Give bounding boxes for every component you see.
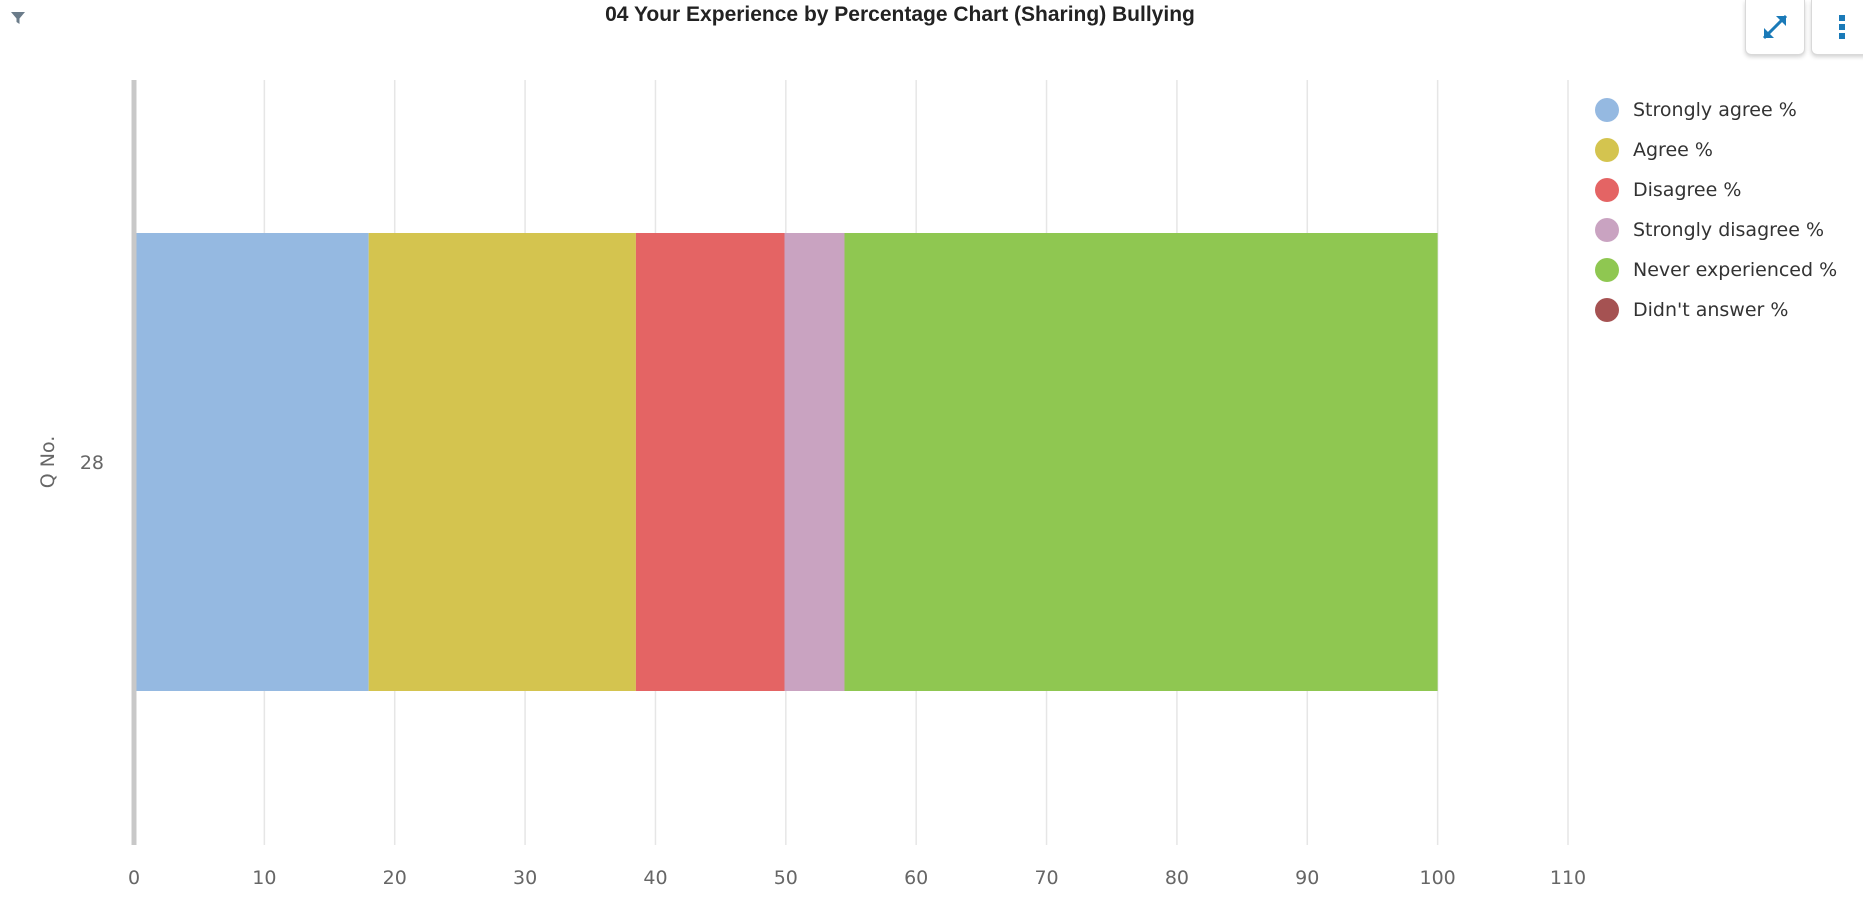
legend-marker [1595,258,1619,282]
y-category-label: 28 [80,452,104,474]
x-tick-label: 30 [513,867,537,889]
x-tick-label: 90 [1295,867,1319,889]
legend-item[interactable]: Never experienced % [1595,250,1837,290]
chart-title: 04 Your Experience by Percentage Chart (… [605,3,1195,26]
bar-segment[interactable] [635,233,785,691]
legend-marker [1595,218,1619,242]
legend-item[interactable]: Agree % [1595,130,1837,170]
legend-item[interactable]: Strongly disagree % [1595,210,1837,250]
expand-button[interactable] [1745,0,1805,55]
legend-label: Didn't answer % [1633,299,1789,321]
legend-marker [1595,178,1619,202]
bar-segment[interactable] [784,233,845,691]
more-options-button[interactable] [1811,0,1863,55]
legend: Strongly agree % Agree % Disagree % Strongl… [1595,90,1837,330]
legend-item[interactable]: Strongly agree % [1595,90,1837,130]
legend-item[interactable]: Disagree % [1595,170,1837,210]
x-tick-label: 110 [1550,867,1586,889]
legend-marker [1595,298,1619,322]
bar-segment[interactable] [844,233,1438,691]
x-tick-label: 10 [252,867,276,889]
x-tick-label: 20 [383,867,407,889]
y-axis-label: Q No. [37,436,59,489]
x-tick-label: 40 [643,867,667,889]
bar-segment[interactable] [134,233,369,691]
legend-label: Disagree % [1633,179,1742,201]
x-tick-label: 80 [1165,867,1189,889]
x-tick-label: 0 [128,867,140,889]
legend-label: Strongly agree % [1633,99,1797,121]
x-tick-label: 50 [774,867,798,889]
x-tick-label: 100 [1420,867,1456,889]
x-tick-label: 60 [904,867,928,889]
expand-icon [1762,14,1788,40]
legend-label: Strongly disagree % [1633,219,1825,241]
legend-marker [1595,138,1619,162]
more-vertical-icon [1839,15,1845,39]
legend-marker [1595,98,1619,122]
legend-label: Agree % [1633,139,1713,161]
legend-label: Never experienced % [1633,259,1838,281]
bar-segment[interactable] [368,233,636,691]
x-tick-label: 70 [1034,867,1058,889]
legend-item[interactable]: Didn't answer % [1595,290,1837,330]
filter-icon[interactable] [10,10,26,26]
